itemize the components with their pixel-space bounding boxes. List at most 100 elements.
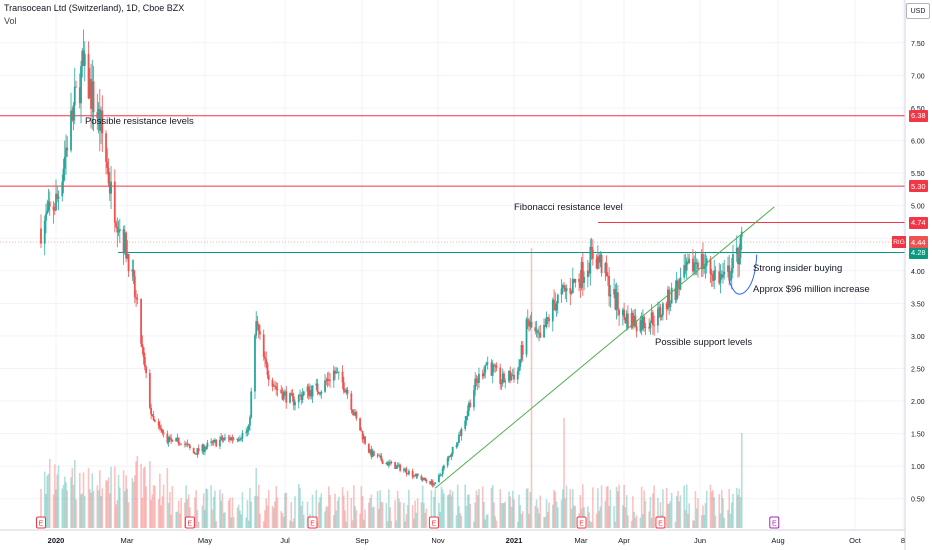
candle-body (45, 213, 47, 221)
volume-bar (220, 500, 222, 528)
candle-body (250, 391, 253, 418)
candle-body (718, 271, 721, 284)
candle-body (626, 313, 629, 328)
candle-body (256, 321, 259, 325)
candle-body (534, 327, 537, 332)
volume-bar (201, 505, 204, 528)
level-price-tag: 6.38 (909, 109, 928, 122)
volume-bar (473, 521, 475, 528)
volume-bar (617, 491, 619, 528)
x-tick-label: Mar (575, 536, 588, 545)
level-price-tag: 5.30 (909, 180, 928, 193)
volume-bar (652, 493, 654, 528)
last-price-tag: 4.44 (909, 236, 928, 249)
candle-body (334, 370, 336, 374)
volume-bar (212, 496, 215, 528)
earnings-marker-icon[interactable]: E (428, 516, 439, 529)
candle-body (267, 375, 270, 380)
volume-bar (71, 468, 74, 528)
earnings-marker-icon[interactable]: E (576, 516, 587, 529)
volume-bar (284, 493, 286, 528)
volume-bar (485, 515, 488, 528)
candle-body (197, 448, 200, 452)
volume-bar (154, 485, 156, 528)
volume-bar (179, 513, 181, 528)
volume-bar (695, 508, 698, 528)
level-price-tag: 4.74 (909, 216, 928, 229)
candle-body (504, 381, 507, 383)
volume-bar (614, 521, 617, 528)
volume-bar (443, 493, 445, 528)
volume-bar (361, 496, 364, 528)
volume-bar (55, 489, 57, 528)
volume-bar (465, 505, 468, 528)
volume-bar (122, 470, 125, 528)
volume-bar (274, 501, 276, 528)
volume-bar (438, 502, 440, 528)
candle-body (275, 386, 278, 389)
candle-body (150, 407, 153, 415)
earnings-marker-icon[interactable]: E (655, 516, 666, 529)
candle-body (631, 312, 634, 326)
earnings-marker-icon[interactable]: E (769, 516, 780, 529)
candle-body (473, 390, 475, 408)
candle-body (247, 425, 250, 430)
candle-body (720, 274, 723, 278)
earnings-marker-icon[interactable]: E (184, 516, 195, 529)
candle-body (71, 110, 74, 121)
candle-body (678, 287, 681, 290)
candle-body (257, 324, 260, 332)
candle-body (545, 317, 548, 328)
earnings-marker-icon[interactable]: E (307, 516, 318, 529)
y-tick-label: 0.50 (911, 497, 925, 504)
volume-bar (236, 507, 239, 528)
candle-body (501, 373, 504, 384)
volume-bar (687, 513, 689, 528)
insider-buying-arc[interactable] (728, 254, 758, 295)
volume-bar (222, 512, 225, 528)
candle-body (152, 415, 155, 421)
volume-bar (114, 466, 116, 528)
volume-bar (609, 489, 612, 528)
candle-body (433, 484, 435, 486)
volume-bar (150, 500, 152, 528)
candle-body (459, 434, 462, 436)
candle-body (714, 270, 717, 272)
candle-body (596, 256, 599, 269)
volume-bars (40, 248, 743, 528)
volume-bar (43, 471, 46, 528)
support-trendline[interactable] (434, 206, 775, 489)
candle-body (299, 394, 301, 396)
candle-body (265, 359, 268, 364)
currency-badge[interactable]: USD (906, 3, 930, 19)
candle-body (580, 262, 583, 288)
candle-body (407, 470, 410, 475)
volume-bar (151, 494, 154, 528)
level-price-tag: 4.28 (909, 246, 928, 259)
x-tick-label: 2020 (48, 536, 65, 545)
candle-body (87, 53, 90, 99)
volume-bar (127, 502, 130, 528)
candle-body (485, 362, 488, 366)
candle-body (414, 475, 417, 477)
candle-body (739, 236, 742, 258)
candle-body (543, 324, 545, 338)
earnings-marker-icon[interactable]: E (35, 516, 46, 529)
volume-bar (187, 494, 190, 528)
candle-body (282, 391, 285, 400)
volume-bar (206, 489, 209, 528)
volume-bar (353, 485, 355, 528)
candle-body (511, 374, 514, 376)
volume-bar (73, 460, 76, 528)
volume-bar (728, 488, 731, 528)
volume-bar (360, 486, 363, 528)
candle-body (536, 330, 539, 333)
volume-bar (719, 513, 722, 528)
svg-text:E: E (432, 521, 437, 528)
volume-bar (82, 472, 85, 528)
y-tick-label: 1.50 (911, 432, 925, 439)
candle-body (63, 156, 66, 169)
volume-bar (184, 502, 186, 528)
